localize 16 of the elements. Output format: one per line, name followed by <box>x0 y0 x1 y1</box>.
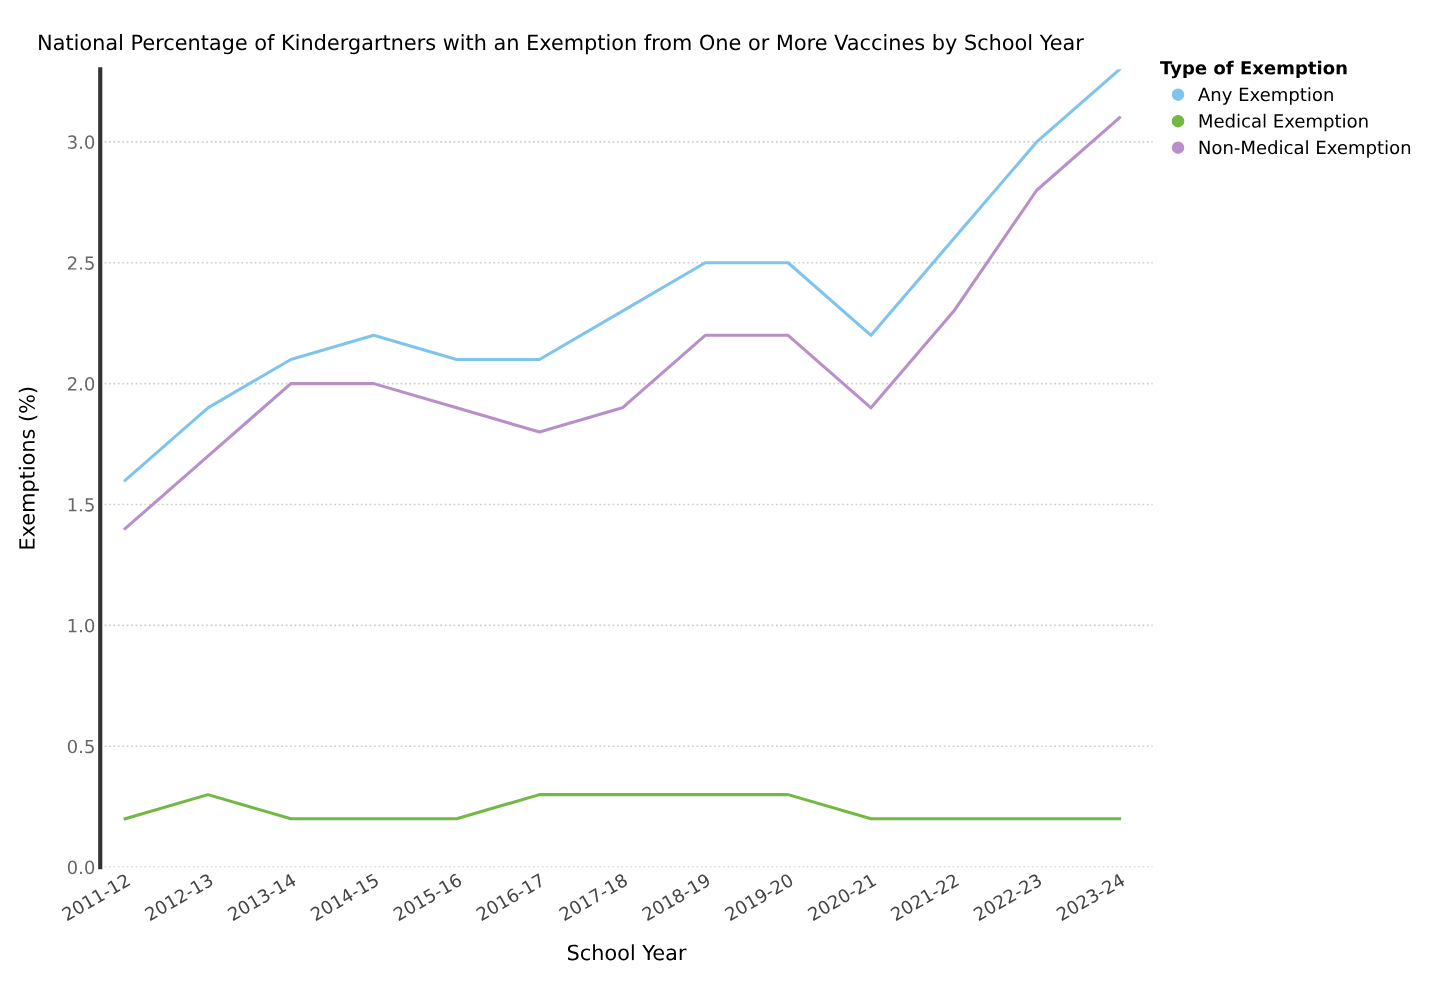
y-tick-label: 2.5 <box>67 256 94 270</box>
chart-title: National Percentage of Kindergartners with an Exemption from One or More Vaccines by School Year <box>39 34 1084 55</box>
y-tick-label: 0.0 <box>67 860 95 875</box>
x-axis-title: School Year <box>567 944 687 961</box>
y-tick-label: 2.0 <box>67 377 95 391</box>
y-tick-label: 1.5 <box>68 498 94 512</box>
line-series <box>123 69 1122 482</box>
legend-title: Type of Exemption <box>1160 60 1347 79</box>
y-axis-title: Exemptions (%) <box>18 387 39 549</box>
y-tick-label: 1.0 <box>68 618 95 633</box>
y-tick-label: 0.5 <box>67 739 94 754</box>
y-tick-label: 3.0 <box>68 135 95 150</box>
legend-label: Non-Medical Exemption <box>1199 140 1411 158</box>
line-series <box>123 116 1122 531</box>
legend-label: Any Exemption <box>1198 87 1333 105</box>
legend-label: Medical Exemption <box>1199 113 1368 132</box>
